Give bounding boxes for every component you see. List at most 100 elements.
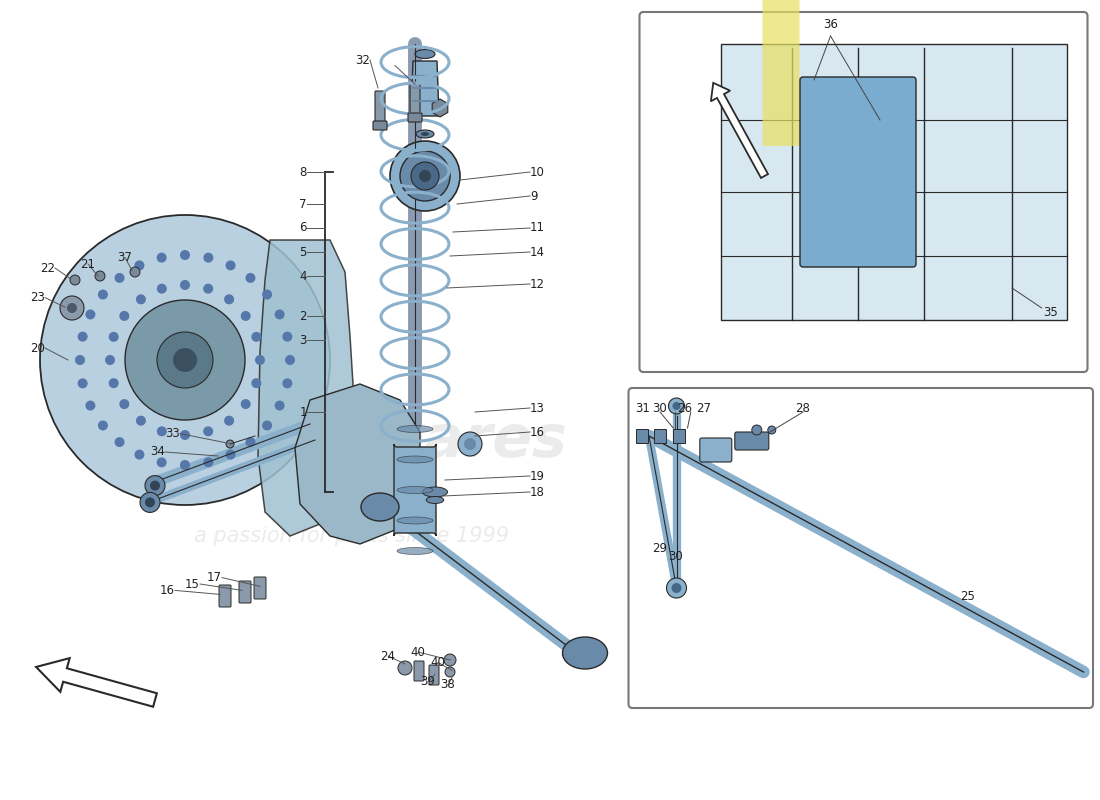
Circle shape xyxy=(156,458,166,467)
Circle shape xyxy=(157,426,167,436)
Text: 26: 26 xyxy=(676,402,692,414)
Text: 30: 30 xyxy=(668,550,683,562)
Circle shape xyxy=(114,437,124,447)
FancyBboxPatch shape xyxy=(219,585,231,607)
FancyBboxPatch shape xyxy=(673,429,684,443)
Circle shape xyxy=(114,273,124,283)
Text: 28: 28 xyxy=(795,402,811,414)
Text: 21: 21 xyxy=(80,258,96,270)
Text: 37: 37 xyxy=(118,251,132,264)
Circle shape xyxy=(156,253,166,262)
Circle shape xyxy=(78,378,88,388)
FancyBboxPatch shape xyxy=(762,0,800,146)
Circle shape xyxy=(86,310,96,319)
Circle shape xyxy=(109,332,119,342)
Ellipse shape xyxy=(422,487,448,497)
Circle shape xyxy=(398,661,412,675)
Ellipse shape xyxy=(421,132,429,136)
Circle shape xyxy=(419,170,431,182)
Circle shape xyxy=(226,450,235,460)
Circle shape xyxy=(98,290,108,299)
Circle shape xyxy=(446,667,455,677)
Text: 16: 16 xyxy=(160,584,175,597)
FancyBboxPatch shape xyxy=(408,113,422,122)
FancyBboxPatch shape xyxy=(239,581,251,603)
Text: 38: 38 xyxy=(441,678,455,691)
Circle shape xyxy=(390,141,460,211)
Text: 40: 40 xyxy=(410,646,426,658)
Circle shape xyxy=(275,401,285,410)
Circle shape xyxy=(241,399,251,409)
Circle shape xyxy=(458,432,482,456)
Circle shape xyxy=(251,378,262,388)
Text: 35: 35 xyxy=(1043,306,1058,318)
Circle shape xyxy=(251,332,262,342)
Text: 9: 9 xyxy=(530,190,538,202)
FancyArrow shape xyxy=(36,658,157,706)
Text: 34: 34 xyxy=(150,446,165,458)
Circle shape xyxy=(283,378,293,388)
Circle shape xyxy=(136,416,146,426)
Circle shape xyxy=(104,355,116,365)
Polygon shape xyxy=(411,61,439,116)
Circle shape xyxy=(768,426,776,434)
Circle shape xyxy=(67,303,77,313)
Ellipse shape xyxy=(397,456,433,463)
Text: 19: 19 xyxy=(530,470,544,482)
Circle shape xyxy=(180,460,190,470)
Circle shape xyxy=(109,378,119,388)
Text: 10: 10 xyxy=(530,166,544,178)
Circle shape xyxy=(95,271,104,281)
Polygon shape xyxy=(258,240,355,536)
Circle shape xyxy=(145,498,155,507)
FancyBboxPatch shape xyxy=(654,429,666,443)
Circle shape xyxy=(134,260,144,270)
Circle shape xyxy=(226,440,234,448)
Circle shape xyxy=(173,348,197,372)
FancyBboxPatch shape xyxy=(410,83,420,120)
Circle shape xyxy=(98,421,108,430)
Circle shape xyxy=(224,294,234,304)
FancyBboxPatch shape xyxy=(637,429,648,443)
Circle shape xyxy=(262,290,272,299)
Circle shape xyxy=(672,402,681,410)
Ellipse shape xyxy=(427,497,443,503)
FancyBboxPatch shape xyxy=(639,12,1088,372)
Text: 11: 11 xyxy=(530,222,544,234)
Text: 33: 33 xyxy=(165,427,180,440)
Text: 39: 39 xyxy=(420,675,436,688)
Circle shape xyxy=(226,260,235,270)
Circle shape xyxy=(204,284,213,294)
Text: 4: 4 xyxy=(299,270,307,282)
Circle shape xyxy=(411,162,439,190)
Circle shape xyxy=(136,294,146,304)
FancyBboxPatch shape xyxy=(373,121,387,130)
Circle shape xyxy=(444,654,456,666)
Text: 31: 31 xyxy=(635,402,650,414)
Circle shape xyxy=(86,401,96,410)
Text: 8: 8 xyxy=(299,166,307,178)
Text: 18: 18 xyxy=(530,486,544,498)
Circle shape xyxy=(157,284,167,294)
Circle shape xyxy=(140,492,159,512)
Circle shape xyxy=(667,578,686,598)
Circle shape xyxy=(245,437,255,447)
Circle shape xyxy=(204,426,213,436)
Circle shape xyxy=(40,215,330,505)
Text: 29: 29 xyxy=(652,542,668,554)
FancyBboxPatch shape xyxy=(735,432,769,450)
FancyBboxPatch shape xyxy=(628,388,1093,708)
Text: 22: 22 xyxy=(40,262,55,274)
Circle shape xyxy=(150,481,160,490)
Circle shape xyxy=(204,253,213,262)
Circle shape xyxy=(145,475,165,495)
Text: 36: 36 xyxy=(823,18,838,30)
Circle shape xyxy=(119,399,130,409)
FancyBboxPatch shape xyxy=(254,577,266,599)
Circle shape xyxy=(245,273,255,283)
Circle shape xyxy=(70,275,80,285)
Circle shape xyxy=(400,151,450,201)
FancyBboxPatch shape xyxy=(375,91,385,128)
Circle shape xyxy=(125,300,245,420)
Ellipse shape xyxy=(397,547,433,554)
